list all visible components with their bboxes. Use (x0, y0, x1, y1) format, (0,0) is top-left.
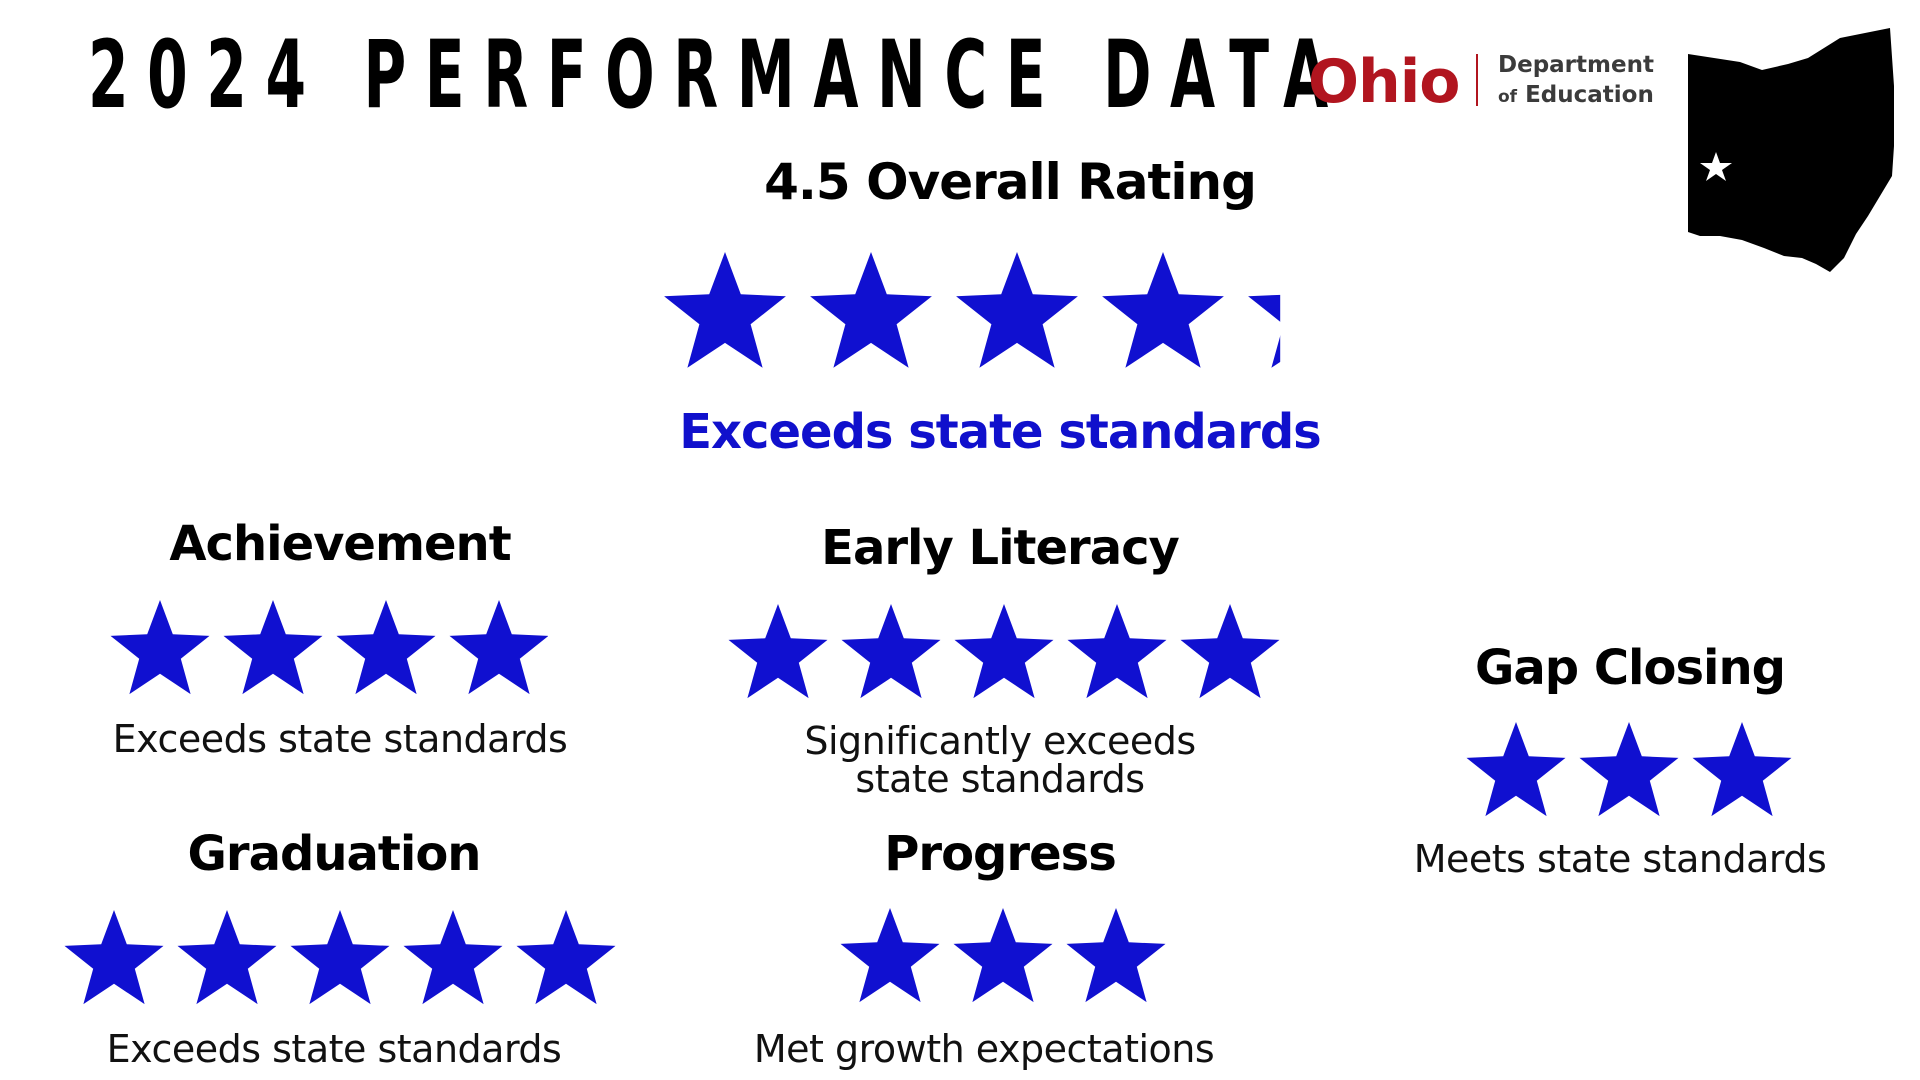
achievement-title: Achievement (169, 516, 511, 572)
gap-closing-star-icon (1579, 722, 1679, 817)
graduation-description: Exceeds state standards (106, 1027, 562, 1071)
early-literacy-star-icon (1067, 604, 1167, 699)
achievement-description: Exceeds state standards (112, 717, 568, 761)
achievement-star-icon (110, 600, 210, 695)
progress-title: Progress (884, 826, 1117, 882)
overall-rating-description: Exceeds state standards (679, 404, 1322, 460)
page-title: 2024 PERFORMANCE DATA (88, 21, 1347, 130)
early-literacy-star-icon (841, 604, 941, 699)
achievement-star-icon (449, 600, 548, 695)
ohio-map-shape (1688, 28, 1894, 272)
gap-closing-star-rating (1466, 722, 1792, 817)
gap-closing-title: Gap Closing (1474, 640, 1786, 696)
early-literacy-star-rating (728, 604, 1280, 699)
achievement-star-rating (110, 600, 548, 695)
logo-department-text: Department of Education (1498, 50, 1654, 112)
graduation-star-icon (64, 910, 164, 1005)
graduation-star-icon (516, 910, 616, 1005)
graduation-star-icon (403, 910, 503, 1005)
logo-department-line: Department (1498, 52, 1654, 78)
graduation-star-icon (290, 910, 390, 1005)
graduation-title: Graduation (187, 826, 482, 882)
progress-star-icon (840, 908, 940, 1003)
overall-rating-title: 4.5 Overall Rating (764, 153, 1257, 211)
early-literacy-star-icon (728, 604, 828, 699)
overall-star-rating (664, 252, 1281, 368)
early-literacy-description: Significantly exceeds state standards (740, 722, 1260, 798)
overall-partial-star-icon (1248, 294, 1281, 368)
early-literacy-description-line2: state standards (855, 757, 1145, 801)
early-literacy-description-line1: Significantly exceeds (804, 719, 1196, 763)
logo-divider (1476, 54, 1478, 106)
progress-description: Met growth expectations (753, 1027, 1215, 1071)
progress-star-icon (953, 908, 1053, 1003)
gap-closing-star-icon (1692, 722, 1792, 817)
graduation-star-rating (64, 910, 616, 1005)
early-literacy-star-icon (1180, 604, 1280, 699)
progress-star-icon (1066, 908, 1166, 1003)
overall-star-icon (1102, 252, 1224, 368)
gap-closing-star-icon (1466, 722, 1566, 817)
achievement-star-icon (336, 600, 436, 695)
gap-closing-description: Meets state standards (1413, 837, 1827, 881)
overall-star-icon (810, 252, 932, 368)
logo-ohio-wordmark: Ohio (1308, 47, 1461, 117)
progress-star-rating (840, 908, 1166, 1003)
ohio-department-of-education-logo: Ohio Department of Education (1308, 44, 1654, 120)
star-marker-icon (1700, 152, 1732, 181)
graduation-star-icon (177, 910, 277, 1005)
achievement-star-icon (223, 600, 323, 695)
ohio-state-map-icon (1688, 28, 1894, 272)
overall-star-icon (956, 252, 1078, 368)
overall-star-icon (664, 252, 786, 368)
logo-of-text: of (1498, 87, 1518, 107)
logo-education-text: Education (1525, 82, 1654, 108)
early-literacy-star-icon (954, 604, 1054, 699)
logo-education-line: of Education (1498, 80, 1654, 112)
early-literacy-title: Early Literacy (821, 520, 1180, 576)
